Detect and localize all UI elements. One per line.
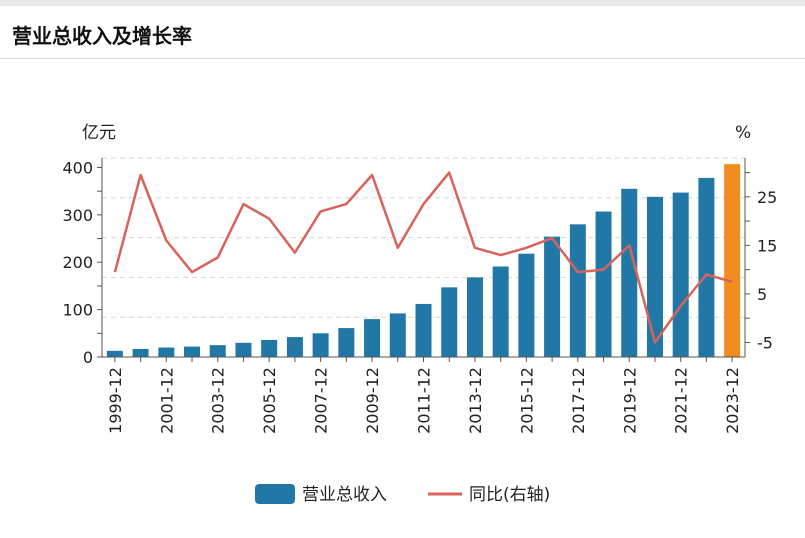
legend-swatch-revenue — [255, 484, 295, 504]
x-tick-label: 2021-12 — [672, 367, 691, 434]
bar-2007-12 — [312, 333, 329, 357]
right-unit-label: % — [735, 123, 751, 143]
bar-2000-12 — [132, 348, 149, 357]
bar-2008-12 — [338, 328, 355, 357]
right-tick-label: -5 — [757, 333, 773, 352]
bar-2015-12 — [518, 253, 535, 357]
bar-2012-12 — [441, 287, 458, 357]
x-tick-label: 2017-12 — [569, 367, 588, 434]
left-tick-label: 0 — [83, 348, 93, 367]
x-tick-label: 1999-12 — [106, 367, 125, 434]
legend-label-growth: 同比(右轴) — [469, 485, 550, 505]
x-tick-label: 2013-12 — [466, 367, 485, 434]
bar-2001-12 — [158, 347, 175, 357]
x-tick-label: 2009-12 — [363, 367, 382, 434]
x-tick-label: 2011-12 — [415, 367, 434, 434]
bar-2021-12 — [672, 192, 689, 357]
bar-2018-12 — [595, 211, 612, 357]
left-tick-label: 300 — [62, 206, 93, 225]
bar-2005-12 — [261, 339, 278, 357]
bar-2003-12 — [209, 345, 226, 357]
bar-2010-12 — [389, 313, 406, 357]
bar-1999-12 — [106, 350, 123, 357]
bar-2017-12 — [569, 224, 586, 357]
x-tick-label: 2019-12 — [620, 367, 639, 434]
legend-label-revenue: 营业总收入 — [302, 485, 387, 505]
growth-line — [113, 171, 733, 344]
x-tick-label: 2007-12 — [312, 367, 331, 434]
right-tick-label: 5 — [757, 285, 767, 304]
x-tick-label: 2005-12 — [260, 367, 279, 434]
top-strip — [0, 0, 805, 6]
bar-2022-12 — [698, 177, 715, 357]
axes: 0 100 200 300 400 -5 5 15 25 亿元 % 1999-12 2001-12 200… — [62, 123, 777, 434]
legend: 营业总收入 同比(右轴) — [255, 484, 550, 505]
bar-2020-12 — [646, 196, 663, 357]
bar-2006-12 — [286, 337, 303, 357]
bar-2004-12 — [235, 342, 252, 357]
bars — [106, 164, 741, 357]
bar-2013-12 — [466, 277, 483, 357]
bar-2011-12 — [415, 303, 432, 357]
x-tick-label: 2023-12 — [723, 367, 742, 434]
bar-2016-12 — [544, 236, 561, 357]
bar-2023-12 — [724, 164, 741, 357]
right-tick-label: 15 — [757, 236, 777, 255]
left-unit-label: 亿元 — [82, 123, 116, 143]
left-tick-label: 400 — [62, 158, 93, 177]
bar-2019-12 — [621, 188, 638, 357]
x-tick-label: 2001-12 — [157, 367, 176, 434]
right-tick-label: 25 — [757, 188, 777, 207]
bar-2009-12 — [364, 319, 381, 357]
left-tick-label: 100 — [62, 301, 93, 320]
x-tick-label: 2003-12 — [209, 367, 228, 434]
x-tick-label: 2015-12 — [517, 367, 536, 434]
header: 营业总收入及增长率 — [0, 6, 805, 59]
bar-2014-12 — [492, 266, 509, 357]
left-tick-label: 200 — [62, 253, 93, 272]
page-title: 营业总收入及增长率 — [12, 24, 192, 48]
bar-2002-12 — [184, 346, 201, 357]
